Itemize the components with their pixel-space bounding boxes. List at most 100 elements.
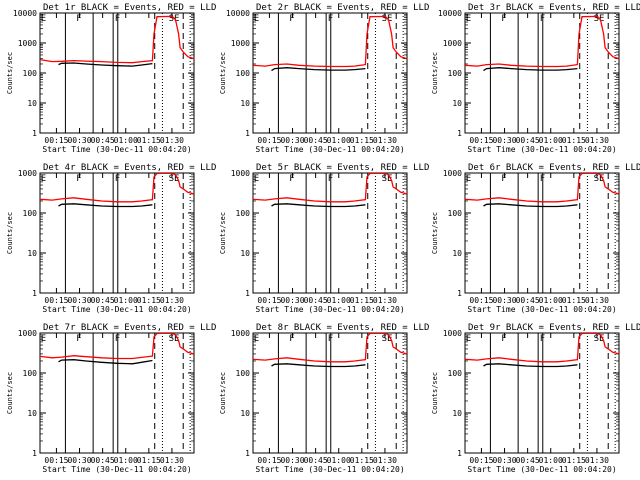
events-series-line: [271, 363, 366, 368]
x-tick-label: 01:30: [585, 456, 609, 465]
y-axis-label: Counts/sec: [431, 212, 439, 254]
x-tick-label: 00:45: [91, 456, 115, 465]
panel-title: Det 3r BLACK = Events, RED = LLD: [468, 3, 640, 13]
x-axis-label: Start Time (30-Dec-11 00:04:20): [255, 145, 404, 154]
detector-panel: Det 4r BLACK = Events, RED = LLD 1 10 100 10…: [6, 163, 216, 314]
detector-panel: Det 5r BLACK = Events, RED = LLD 1 10 100 10…: [219, 163, 429, 314]
y-tick-label: 10: [452, 249, 462, 258]
x-tick-label: 00:45: [91, 136, 115, 145]
y-tick-label: 100: [448, 69, 463, 78]
y-axis-label: Counts/sec: [6, 212, 14, 254]
lld-series-line: [40, 173, 194, 203]
flag-marker: F: [328, 334, 333, 344]
x-tick-label: 01:30: [373, 136, 397, 145]
y-tick-label: 100: [448, 209, 463, 218]
flag-marker: E: [254, 334, 259, 344]
panel-title: Det 2r BLACK = Events, RED = LLD: [256, 3, 429, 13]
y-tick-label: 100: [23, 69, 38, 78]
y-tick-label: 1000: [231, 169, 250, 178]
x-tick-label: 01:15: [137, 136, 161, 145]
x-tick-label: 00:30: [280, 456, 304, 465]
lld-series-line: [465, 15, 619, 68]
x-tick-label: 01:00: [114, 296, 138, 305]
events-series-line: [483, 203, 578, 208]
lld-series-line: [253, 333, 407, 363]
y-tick-label: 10000: [438, 9, 462, 18]
detector-panel: Det 8r BLACK = Events, RED = LLD 1 10 100 10…: [219, 323, 429, 474]
y-tick-label: 10: [27, 249, 37, 258]
y-tick-label: 100: [236, 209, 251, 218]
lld-series-line: [253, 15, 407, 68]
flag-marker: SE: [169, 174, 180, 184]
flag-marker: E: [41, 14, 46, 24]
plot-frame: [252, 332, 408, 454]
y-axis-label: Counts/sec: [6, 52, 14, 94]
flag-marker: F: [76, 334, 81, 344]
flag-marker: E: [466, 174, 471, 184]
x-tick-label: 01:00: [114, 456, 138, 465]
flag-marker: F: [501, 334, 506, 344]
y-tick-label: 1: [245, 129, 250, 138]
plot-frame: [464, 332, 620, 454]
x-tick-label: 01:15: [137, 296, 161, 305]
x-tick-label: 00:15: [44, 296, 68, 305]
y-tick-label: 1: [32, 449, 37, 458]
events-series-line: [58, 203, 153, 208]
detector-panel: Det 2r BLACK = Events, RED = LLD 1 10 100 10…: [219, 3, 429, 154]
x-tick-label: 01:30: [373, 296, 397, 305]
x-tick-label: 01:00: [539, 136, 563, 145]
flag-marker: F: [115, 14, 120, 24]
events-series-line: [58, 62, 153, 67]
x-tick-label: 01:15: [350, 136, 374, 145]
x-tick-label: 01:30: [160, 456, 184, 465]
flag-marker: SE: [169, 334, 180, 344]
panel-title: Det 9r BLACK = Events, RED = LLD: [468, 323, 640, 333]
detector-panel: Det 1r BLACK = Events, RED = LLD 1 10 100 10…: [6, 3, 216, 154]
y-tick-label: 1: [245, 449, 250, 458]
x-axis-label: Start Time (30-Dec-11 00:04:20): [467, 465, 616, 474]
events-series-line: [58, 359, 153, 365]
flag-marker: SE: [382, 334, 393, 344]
y-axis-label: Counts/sec: [431, 52, 439, 94]
events-series-line: [271, 203, 366, 208]
panel-title: Det 7r BLACK = Events, RED = LLD: [43, 323, 216, 333]
x-tick-label: 01:00: [327, 456, 351, 465]
y-tick-label: 1000: [231, 39, 250, 48]
x-tick-label: 00:30: [492, 456, 516, 465]
y-tick-label: 1: [32, 129, 37, 138]
plot-frame: [252, 172, 408, 294]
y-tick-label: 1000: [231, 329, 250, 338]
lld-series-line: [253, 173, 407, 203]
plot-frame: [464, 12, 620, 134]
x-axis-label: Start Time (30-Dec-11 00:04:20): [42, 145, 191, 154]
y-tick-label: 10: [452, 409, 462, 418]
flag-marker: E: [254, 14, 259, 24]
flag-marker: SE: [594, 334, 605, 344]
x-tick-label: 01:00: [327, 136, 351, 145]
x-tick-label: 01:30: [160, 136, 184, 145]
x-tick-label: 00:45: [91, 296, 115, 305]
x-tick-label: 00:30: [492, 136, 516, 145]
flag-marker: F: [540, 334, 545, 344]
x-tick-label: 01:15: [562, 296, 586, 305]
y-tick-label: 10: [452, 99, 462, 108]
y-tick-label: 1000: [18, 329, 37, 338]
x-tick-label: 00:45: [516, 456, 540, 465]
x-tick-label: 01:00: [327, 296, 351, 305]
x-tick-label: 00:15: [257, 296, 281, 305]
y-tick-label: 1: [32, 289, 37, 298]
y-tick-label: 1: [457, 289, 462, 298]
y-tick-label: 100: [236, 69, 251, 78]
x-tick-label: 01:15: [562, 456, 586, 465]
flag-marker: F: [76, 14, 81, 24]
flag-marker: F: [501, 14, 506, 24]
panel-title: Det 8r BLACK = Events, RED = LLD: [256, 323, 429, 333]
x-tick-label: 00:15: [257, 136, 281, 145]
detector-panel: Det 3r BLACK = Events, RED = LLD 1 10 100 10…: [431, 3, 640, 154]
y-tick-label: 1000: [443, 169, 462, 178]
flag-marker: SE: [382, 174, 393, 184]
x-tick-label: 00:15: [257, 456, 281, 465]
events-series-line: [483, 363, 578, 368]
y-tick-label: 1: [457, 449, 462, 458]
